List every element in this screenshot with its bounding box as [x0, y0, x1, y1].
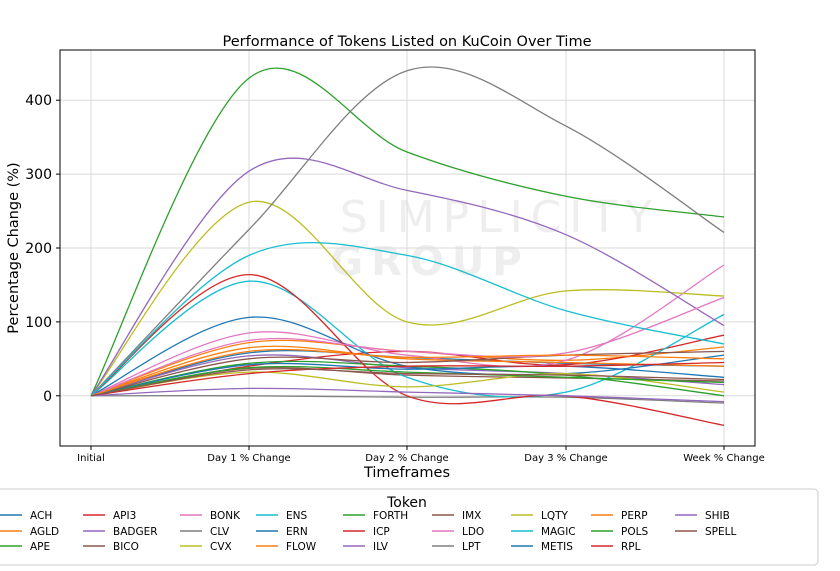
x-tick-label: Day 1 % Change: [207, 453, 290, 464]
legend-label-lqty: LQTY: [541, 510, 569, 522]
x-tick-label: Day 3 % Change: [524, 453, 607, 464]
series-line-spell: [90, 368, 725, 397]
legend-label-ape: APE: [30, 541, 50, 553]
series-line-flow: [90, 345, 725, 397]
legend-label-bonk: BONK: [210, 510, 241, 522]
series-line-ens: [90, 280, 725, 398]
watermark-line-2: GROUP: [330, 239, 529, 285]
legend-label-ach: ACH: [30, 510, 52, 522]
legend-label-ldo: LDO: [462, 526, 484, 538]
series-line-ilv: [90, 157, 725, 397]
legend-label-api3: API3: [113, 510, 136, 522]
x-tick-label: Day 2 % Change: [365, 453, 448, 464]
y-axis: 0 100 200 300 400: [25, 93, 60, 405]
legend-label-flow: FLOW: [286, 541, 317, 553]
x-tick-label: Initial: [77, 453, 105, 464]
series-line-cvx: [90, 200, 725, 397]
x-axis: Initial Day 1 % Change Day 2 % Change Day 3…: [77, 446, 765, 464]
legend-label-magic: MAGIC: [541, 526, 576, 538]
legend-title: Token: [386, 495, 427, 511]
series-line-ape: [90, 67, 725, 397]
series-line-perp: [90, 348, 725, 397]
y-tick-label: 200: [25, 241, 52, 257]
y-tick-label: 400: [25, 93, 52, 109]
watermark: SIMPLICITY GROUP: [330, 192, 660, 285]
legend-label-pols: POLS: [621, 526, 648, 538]
series-line-clv: [90, 395, 725, 404]
y-tick-label: 300: [25, 167, 52, 183]
watermark-line-1: SIMPLICITY: [340, 192, 660, 243]
series-line-shib: [90, 387, 725, 403]
legend-label-cvx: CVX: [210, 541, 232, 553]
chart-title: Performance of Tokens Listed on KuCoin O…: [222, 34, 591, 50]
legend-label-agld: AGLD: [30, 526, 59, 538]
legend-label-perp: PERP: [621, 510, 648, 522]
series-line-ldo: [90, 296, 725, 397]
legend-label-ilv: ILV: [373, 541, 389, 553]
legend-frame: [0, 488, 819, 566]
legend-label-shib: SHIB: [705, 510, 730, 522]
series-line-metis: [90, 362, 725, 397]
legend-label-spell: SPELL: [705, 526, 736, 538]
y-tick-label: 100: [25, 315, 52, 331]
series-lines: [90, 66, 725, 426]
legend-label-badger: BADGER: [113, 526, 158, 538]
series-line-magic: [90, 242, 725, 397]
series-line-icp: [90, 273, 725, 426]
series-line-pols: [90, 365, 725, 397]
legend-label-forth: FORTH: [373, 510, 408, 522]
legend-label-icp: ICP: [373, 526, 390, 538]
legend-label-bico: BICO: [113, 541, 139, 553]
y-tick-label: 0: [43, 389, 52, 405]
x-tick-label: Week % Change: [683, 453, 765, 464]
legend-label-ens: ENS: [286, 510, 307, 522]
series-line-rpl: [90, 361, 725, 397]
legend-label-metis: METIS: [541, 541, 573, 553]
legend-label-imx: IMX: [462, 510, 481, 522]
y-axis-label: Percentage Change (%): [6, 162, 22, 333]
legend-label-ern: ERN: [286, 526, 308, 538]
series-line-lpt: [90, 66, 725, 397]
series-line-bonk: [90, 264, 725, 397]
legend-label-lpt: LPT: [462, 541, 481, 553]
legend-label-rpl: RPL: [621, 541, 641, 553]
legend: Token ACH AGLD APE API3 BADGER BICO BONK CLV CVX…: [0, 488, 819, 566]
series-line-imx: [90, 350, 725, 397]
x-axis-label: Timeframes: [363, 465, 450, 481]
legend-label-clv: CLV: [210, 526, 230, 538]
